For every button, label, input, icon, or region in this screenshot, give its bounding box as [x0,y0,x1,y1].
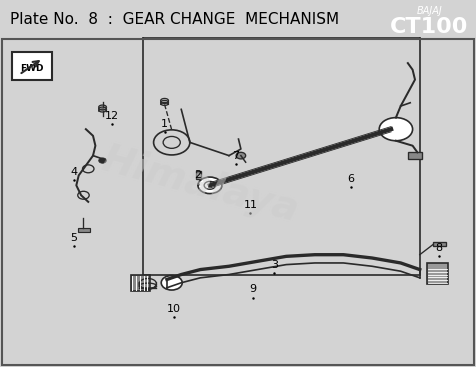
Bar [432,243,446,247]
Text: 12: 12 [105,111,119,121]
Text: 7: 7 [232,150,239,161]
Text: 4: 4 [70,167,77,177]
Text: Plate No.  8  :  GEAR CHANGE  MECHANISM: Plate No. 8 : GEAR CHANGE MECHANISM [10,12,338,27]
Text: 3: 3 [270,259,277,270]
Bar [131,275,150,291]
Text: 6: 6 [347,174,353,184]
Circle shape [198,177,221,194]
Text: 1: 1 [161,119,168,129]
Text: 5: 5 [70,233,77,243]
Bar [78,228,89,232]
Text: 11: 11 [243,200,257,210]
Circle shape [99,158,106,163]
Bar [426,263,447,284]
Circle shape [204,181,215,189]
Text: BAJAJ: BAJAJ [416,6,441,16]
Bar [12,52,52,80]
Text: 9: 9 [249,284,256,294]
Circle shape [236,152,245,159]
Bar [407,152,421,159]
Text: 10: 10 [167,304,181,314]
Circle shape [161,276,182,290]
Text: FWD: FWD [20,65,44,73]
Text: CT100: CT100 [389,17,467,37]
Bar [143,37,419,275]
Bar [195,171,201,179]
Text: Himalaya: Himalaya [98,141,302,230]
Text: 2: 2 [194,170,201,181]
Text: 8: 8 [435,243,441,253]
Circle shape [378,117,412,141]
